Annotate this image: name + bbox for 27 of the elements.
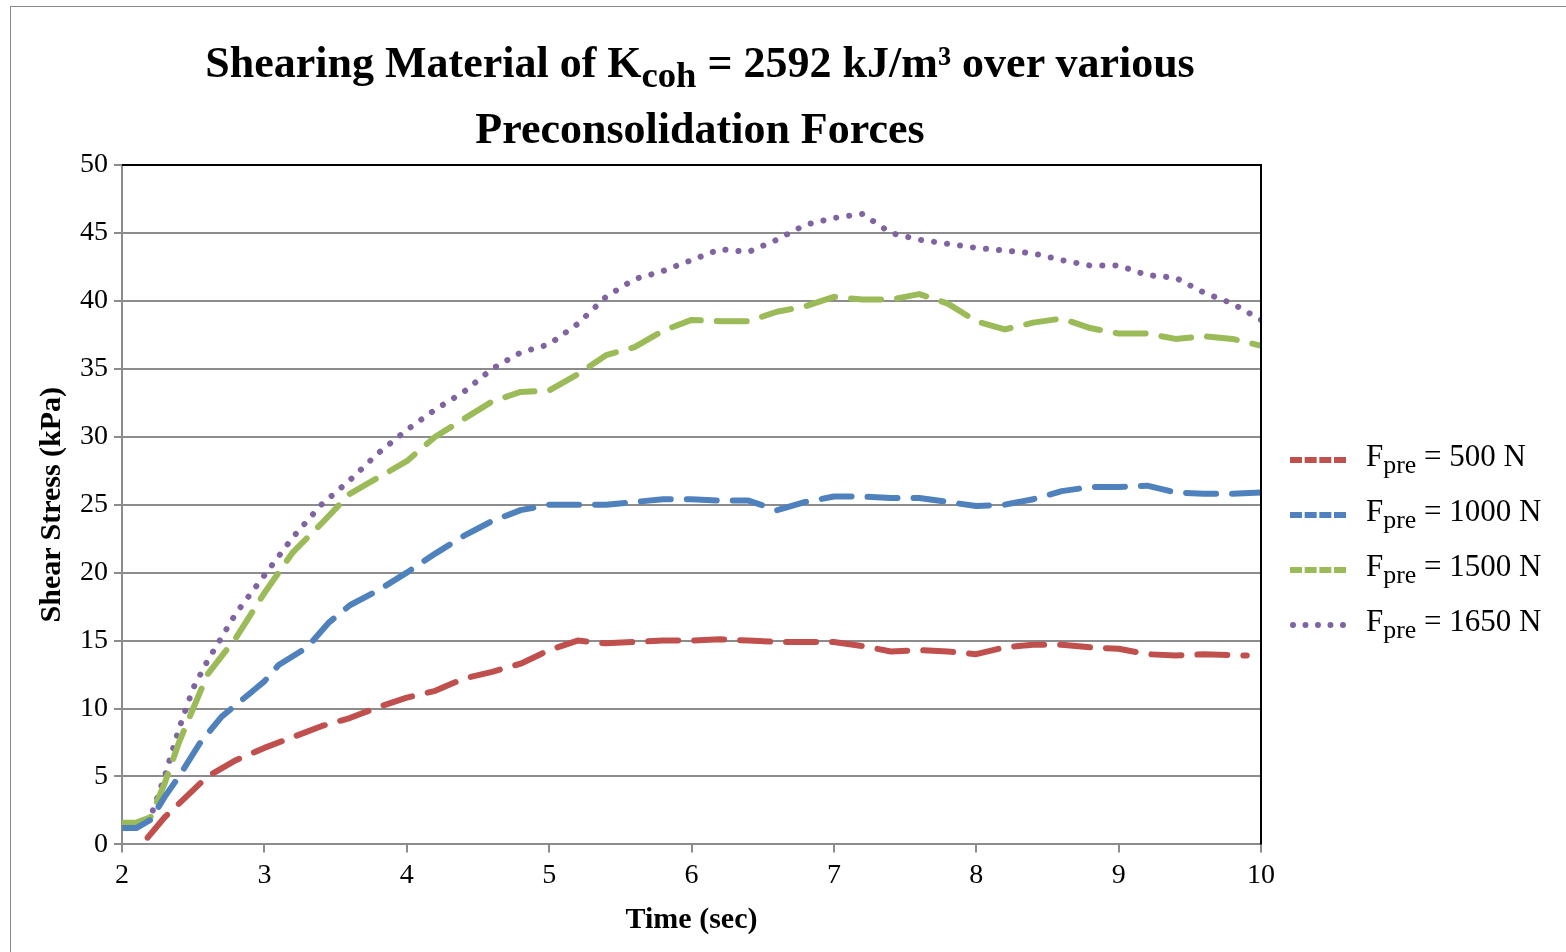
x-tick-label: 4 [399, 857, 414, 889]
y-tick-label: 45 [80, 215, 108, 247]
y-tick-label: 25 [80, 487, 108, 519]
x-tick-label: 7 [826, 857, 841, 889]
y-tick-label: 10 [80, 690, 108, 722]
legend-label: F$_{pre}$ = 500 N [1366, 438, 1526, 481]
y-tick-label: 30 [80, 419, 108, 451]
legend-label: F$_{pre}$ = 1500 N [1366, 548, 1542, 591]
y-tick-label: 50 [80, 147, 108, 179]
x-tick-label: 5 [542, 857, 557, 889]
x-tick-label: 2 [115, 857, 129, 889]
y-tick-label: 0 [94, 826, 108, 858]
x-tick-label: 8 [969, 857, 984, 889]
y-axis-title: Shear Stress (kPa) [32, 386, 67, 623]
legend-label: F$_{pre}$ = 1650 N [1366, 603, 1542, 646]
legend-label: F$_{pre}$ = 1000 N [1366, 493, 1542, 536]
y-tick-label: 5 [94, 758, 108, 790]
x-tick-label: 10 [1247, 857, 1275, 889]
y-tick-label: 15 [80, 622, 108, 654]
y-tick-label: 40 [80, 283, 108, 315]
y-tick-label: 20 [80, 555, 108, 586]
x-tick-label: 6 [684, 857, 699, 889]
x-axis-title: Time (sec) [625, 900, 758, 935]
chart-title: Shearing Material of K$_{coh}$ = 2592 kJ/m³ over various Preconsolidation Forces [204, 37, 1196, 155]
y-tick-label: 35 [80, 351, 108, 383]
x-tick-label: 9 [1111, 857, 1126, 889]
x-tick-label: 3 [257, 857, 272, 889]
